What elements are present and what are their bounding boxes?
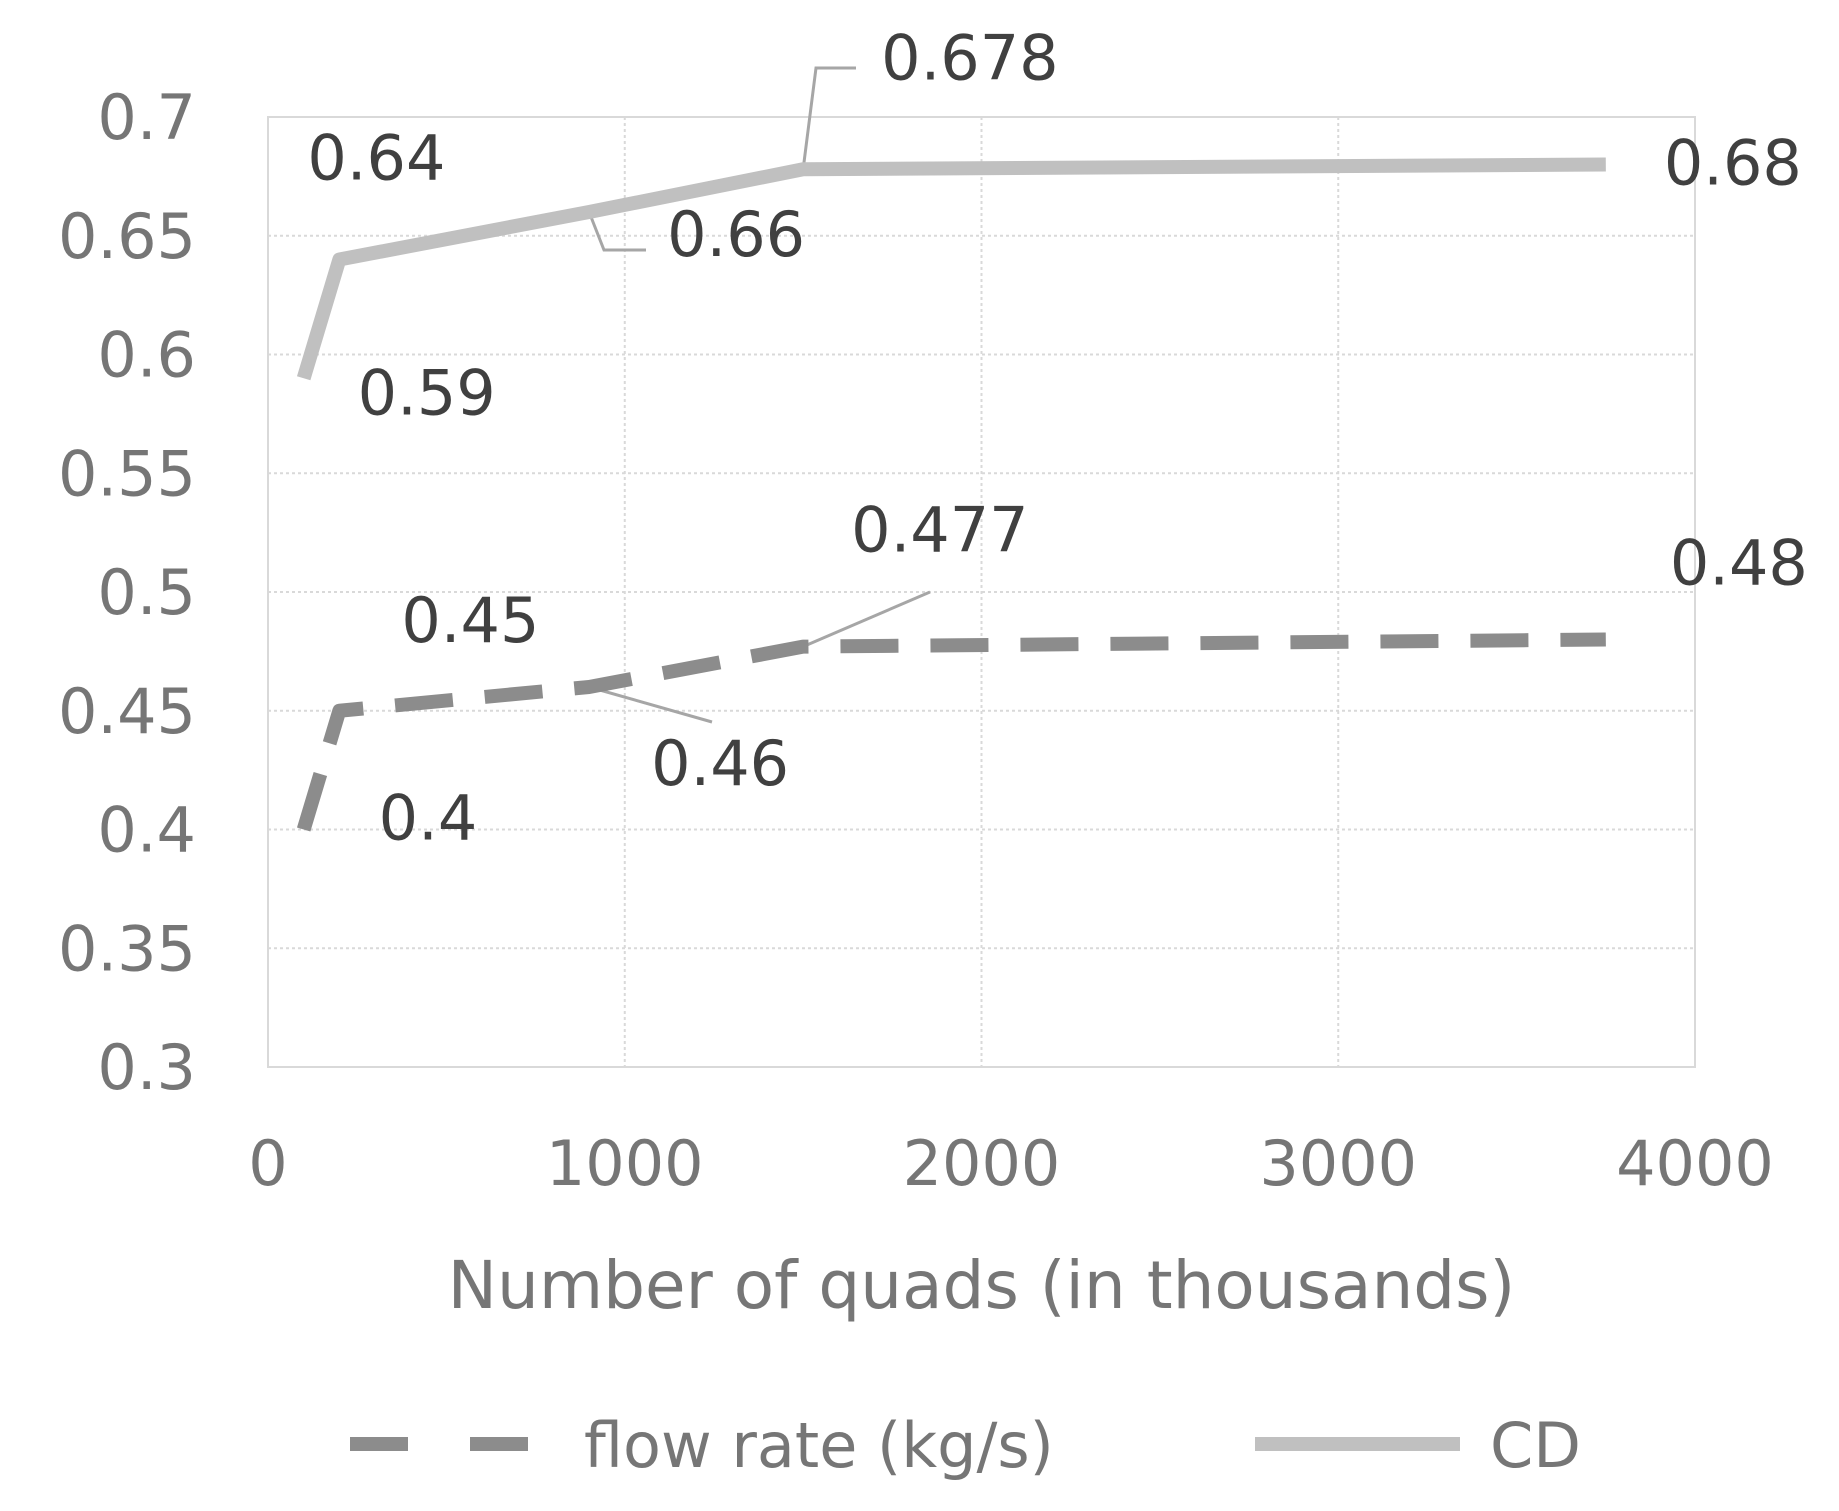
y-tick-label: 0.45 [58,675,196,748]
x-tick-label: 4000 [1616,1127,1774,1200]
data-label: 0.477 [851,494,1029,567]
x-tick-label: 1000 [546,1127,704,1200]
data-labels: 0.4 0.45 0.46 0.477 0.48 0.59 0.64 0.66 0.678 0.6… [307,21,1808,854]
y-tick-label: 0.55 [58,437,196,510]
leader-line [588,685,713,724]
data-label: 0.48 [1670,527,1808,600]
data-label: 0.64 [307,122,445,195]
data-label: 0.678 [881,21,1059,94]
x-tick-label: 0 [248,1127,287,1200]
y-axis: 0.3 0.35 0.4 0.45 0.5 0.55 0.6 0.65 0.7 [58,81,196,1104]
y-tick-label: 0.7 [97,81,196,154]
data-label: 0.59 [358,356,496,429]
y-tick-label: 0.4 [97,794,196,867]
data-label-leader-lines [587,66,931,724]
leader-line [587,211,646,252]
legend-label-cd: CD [1490,1409,1581,1482]
y-tick-label: 0.5 [97,556,196,629]
data-label: 0.46 [651,727,789,800]
data-label: 0.4 [379,782,478,855]
series-lines [296,157,1606,832]
y-tick-label: 0.6 [97,319,196,392]
x-axis: 0 1000 2000 3000 4000 [248,1127,1774,1200]
y-tick-label: 0.35 [58,912,196,985]
series-line-flow-rate [296,632,1606,832]
y-tick-label: 0.3 [97,1031,196,1104]
data-label: 0.66 [667,198,805,271]
data-label: 0.68 [1664,127,1802,200]
series-line-cd [296,157,1606,381]
data-label: 0.45 [401,584,539,657]
legend: flow rate (kg/s) CD [350,1409,1581,1482]
x-axis-title: Number of quads (in thousands) [448,1247,1516,1324]
x-tick-label: 3000 [1259,1127,1417,1200]
plot-area [267,116,1696,1068]
x-tick-label: 2000 [903,1127,1061,1200]
leader-line [802,590,931,649]
leader-line [801,66,856,170]
y-tick-label: 0.65 [58,200,196,273]
legend-label-flow-rate: flow rate (kg/s) [584,1409,1054,1482]
